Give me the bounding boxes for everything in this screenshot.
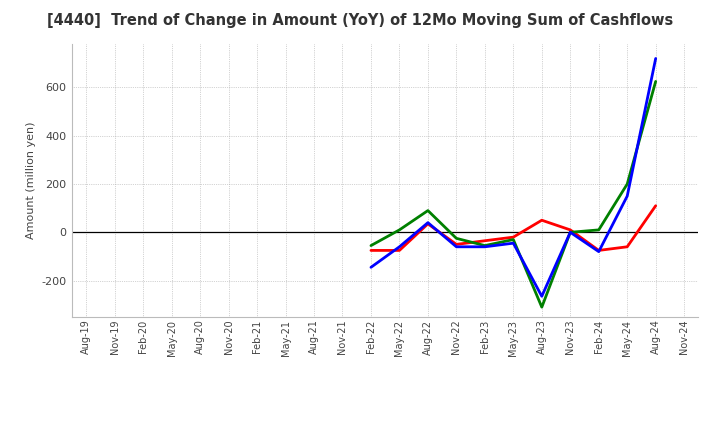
Investing Cashflow bbox=[509, 237, 518, 242]
Investing Cashflow bbox=[537, 304, 546, 310]
Free Cashflow bbox=[537, 293, 546, 299]
Operating Cashflow bbox=[509, 235, 518, 240]
Free Cashflow bbox=[452, 244, 461, 249]
Investing Cashflow bbox=[366, 243, 375, 248]
Free Cashflow bbox=[509, 241, 518, 246]
Operating Cashflow bbox=[566, 227, 575, 232]
Operating Cashflow bbox=[537, 218, 546, 223]
Operating Cashflow bbox=[452, 242, 461, 247]
Free Cashflow bbox=[423, 220, 432, 225]
Investing Cashflow bbox=[623, 181, 631, 187]
Free Cashflow bbox=[623, 194, 631, 199]
Operating Cashflow bbox=[366, 248, 375, 253]
Investing Cashflow bbox=[566, 230, 575, 235]
Line: Operating Cashflow: Operating Cashflow bbox=[371, 206, 656, 250]
Free Cashflow bbox=[595, 249, 603, 254]
Free Cashflow bbox=[652, 56, 660, 61]
Investing Cashflow bbox=[395, 227, 404, 232]
Investing Cashflow bbox=[480, 243, 489, 248]
Line: Free Cashflow: Free Cashflow bbox=[371, 59, 656, 296]
Operating Cashflow bbox=[423, 221, 432, 227]
Free Cashflow bbox=[480, 244, 489, 249]
Line: Investing Cashflow: Investing Cashflow bbox=[371, 81, 656, 307]
Investing Cashflow bbox=[423, 208, 432, 213]
Operating Cashflow bbox=[480, 238, 489, 243]
Operating Cashflow bbox=[395, 248, 404, 253]
Free Cashflow bbox=[395, 244, 404, 249]
Free Cashflow bbox=[366, 265, 375, 270]
Free Cashflow bbox=[566, 230, 575, 235]
Text: [4440]  Trend of Change in Amount (YoY) of 12Mo Moving Sum of Cashflows: [4440] Trend of Change in Amount (YoY) o… bbox=[47, 13, 673, 28]
Investing Cashflow bbox=[452, 236, 461, 241]
Investing Cashflow bbox=[595, 227, 603, 232]
Operating Cashflow bbox=[595, 248, 603, 253]
Investing Cashflow bbox=[652, 79, 660, 84]
Operating Cashflow bbox=[652, 203, 660, 209]
Legend: Operating Cashflow, Investing Cashflow, Free Cashflow: Operating Cashflow, Investing Cashflow, … bbox=[122, 438, 648, 440]
Operating Cashflow bbox=[623, 244, 631, 249]
Y-axis label: Amount (million yen): Amount (million yen) bbox=[26, 121, 36, 239]
